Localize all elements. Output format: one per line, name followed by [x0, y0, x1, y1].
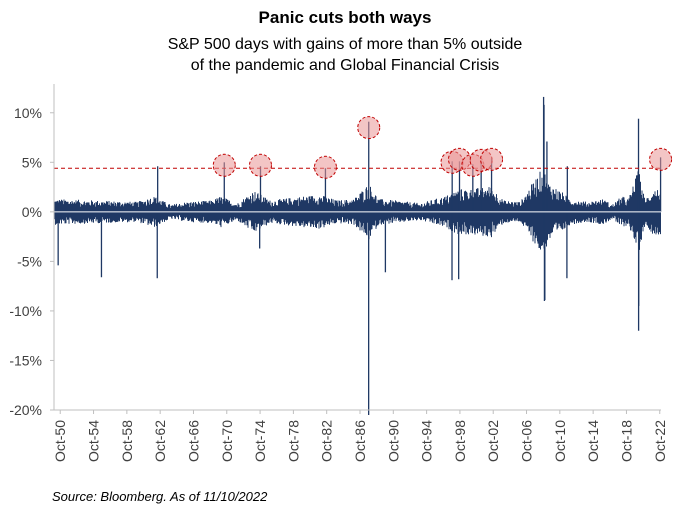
x-tick-label-1: Oct-54 [86, 420, 102, 462]
x-tick-label-2: Oct-58 [119, 420, 135, 462]
x-tick-label-3: Oct-62 [152, 420, 168, 462]
y-tick-label-5: -15% [9, 352, 42, 368]
y-tick-label-1: 5% [22, 154, 42, 170]
subtitle-line-1: S&P 500 days with gains of more than 5% … [167, 36, 523, 53]
chart-subtitle: S&P 500 days with gains of more than 5% … [0, 34, 690, 76]
highlight-circle-2 [313, 155, 337, 179]
highlight-circle-1 [248, 153, 272, 177]
highlight-circle-0 [212, 153, 236, 177]
x-tick-label-14: Oct-06 [519, 420, 535, 462]
x-tick-label-17: Oct-18 [618, 420, 634, 462]
y-tick-label-4: -10% [9, 303, 42, 319]
x-tick-label-12: Oct-98 [452, 420, 468, 462]
highlight-circle-8 [480, 147, 504, 171]
x-tick-label-0: Oct-50 [52, 420, 68, 462]
highlight-circles [212, 116, 673, 179]
x-tick-label-7: Oct-78 [285, 420, 301, 462]
x-tick-label-5: Oct-70 [219, 420, 235, 462]
y-tick-label-0: 10% [14, 105, 42, 121]
daily-return-bars [54, 96, 662, 415]
x-tick-label-16: Oct-14 [585, 420, 601, 462]
x-tick-label-15: Oct-10 [552, 420, 568, 462]
x-tick-label-6: Oct-74 [252, 420, 268, 462]
axes: 10% 5% 0% -5% -10% -15% -20% Oct-50 Oct-54 Oct-58… [9, 84, 668, 462]
x-tick-label-9: Oct-86 [352, 420, 368, 462]
highlight-circle-3 [357, 116, 381, 140]
subtitle-line-2: of the pandemic and Global Financial Cri… [190, 57, 500, 74]
daily-return-noise-bars [54, 170, 661, 253]
x-tick-label-8: Oct-82 [319, 420, 335, 462]
source-note: Source: Bloomberg. As of 11/10/2022 [52, 489, 268, 504]
x-tick-label-18: Oct-22 [652, 420, 668, 462]
chart-title: Panic cuts both ways [258, 8, 432, 27]
x-tick-label-13: Oct-02 [485, 420, 501, 462]
y-tick-label-2: 0% [22, 204, 42, 220]
x-tick-label-4: Oct-66 [186, 420, 202, 462]
x-tick-label-10: Oct-90 [385, 420, 401, 462]
y-tick-label-6: -20% [9, 402, 42, 418]
x-tick-label-11: Oct-94 [419, 420, 435, 462]
highlight-circle-9 [649, 147, 673, 171]
y-tick-label-3: -5% [17, 253, 42, 269]
